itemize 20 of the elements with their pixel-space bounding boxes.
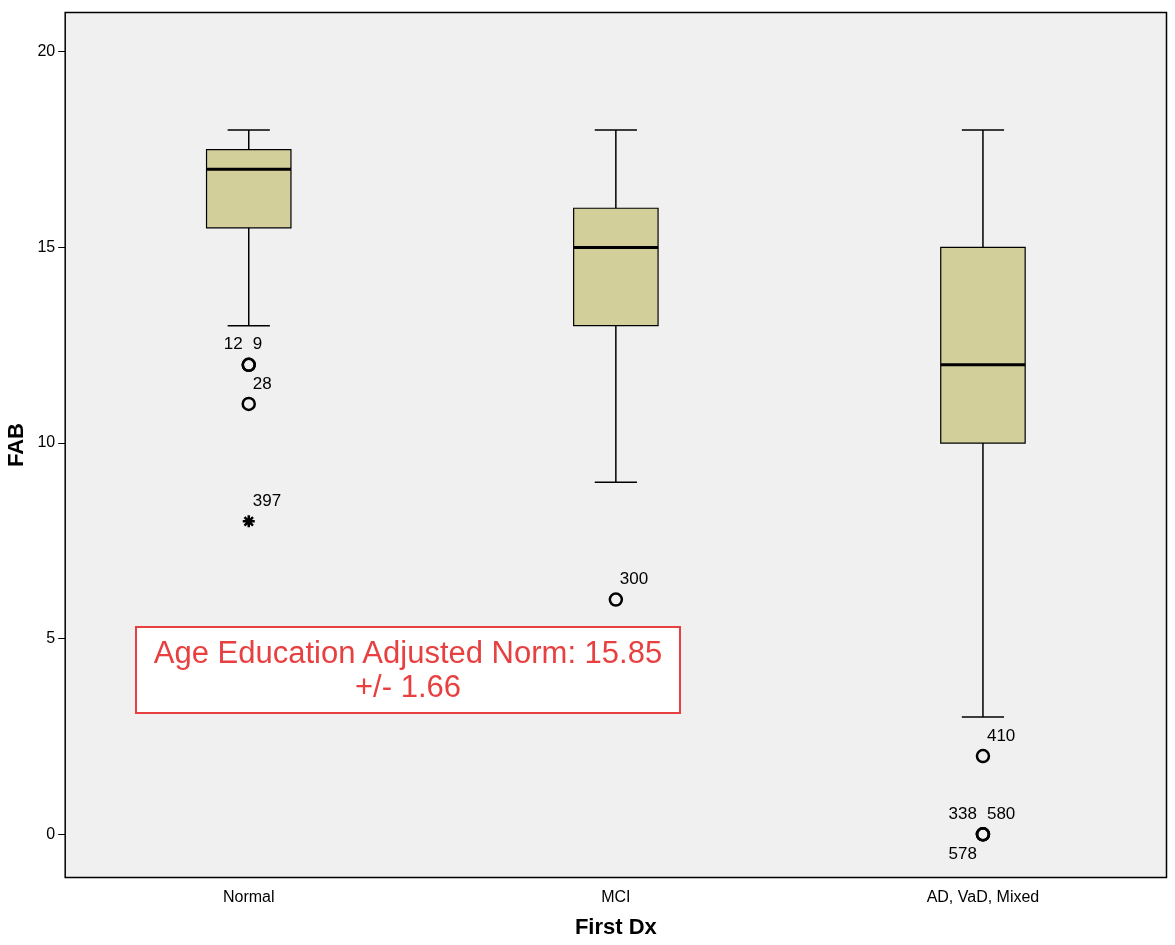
y-tick-label: 10 [37, 433, 56, 451]
annotation: 580 [986, 804, 1016, 824]
annotation: Age Education Adjusted Norm: 15.85 +/- 1.66 [135, 626, 681, 714]
y-tick-label: 15 [37, 237, 56, 255]
annotation: 338 [948, 804, 977, 824]
y-axis-title: FAB [3, 423, 29, 467]
x-axis-title: First Dx [574, 913, 658, 939]
y-tick-label: 5 [46, 629, 56, 647]
x-tick-label: AD, VaD, Mixed [926, 888, 1040, 906]
annotation: 28 [252, 373, 272, 393]
x-tick-label: MCI [601, 888, 631, 906]
annotation: 397 [252, 490, 282, 510]
x-tick-label: Normal [222, 888, 275, 906]
y-tick-label: 0 [46, 824, 56, 842]
annotation: 300 [619, 569, 649, 589]
annotation: 12 [223, 334, 243, 354]
annotation: 410 [986, 725, 1016, 745]
annotation: 578 [948, 844, 977, 864]
y-tick-label: 20 [37, 42, 56, 60]
annotation: 9 [252, 334, 263, 354]
